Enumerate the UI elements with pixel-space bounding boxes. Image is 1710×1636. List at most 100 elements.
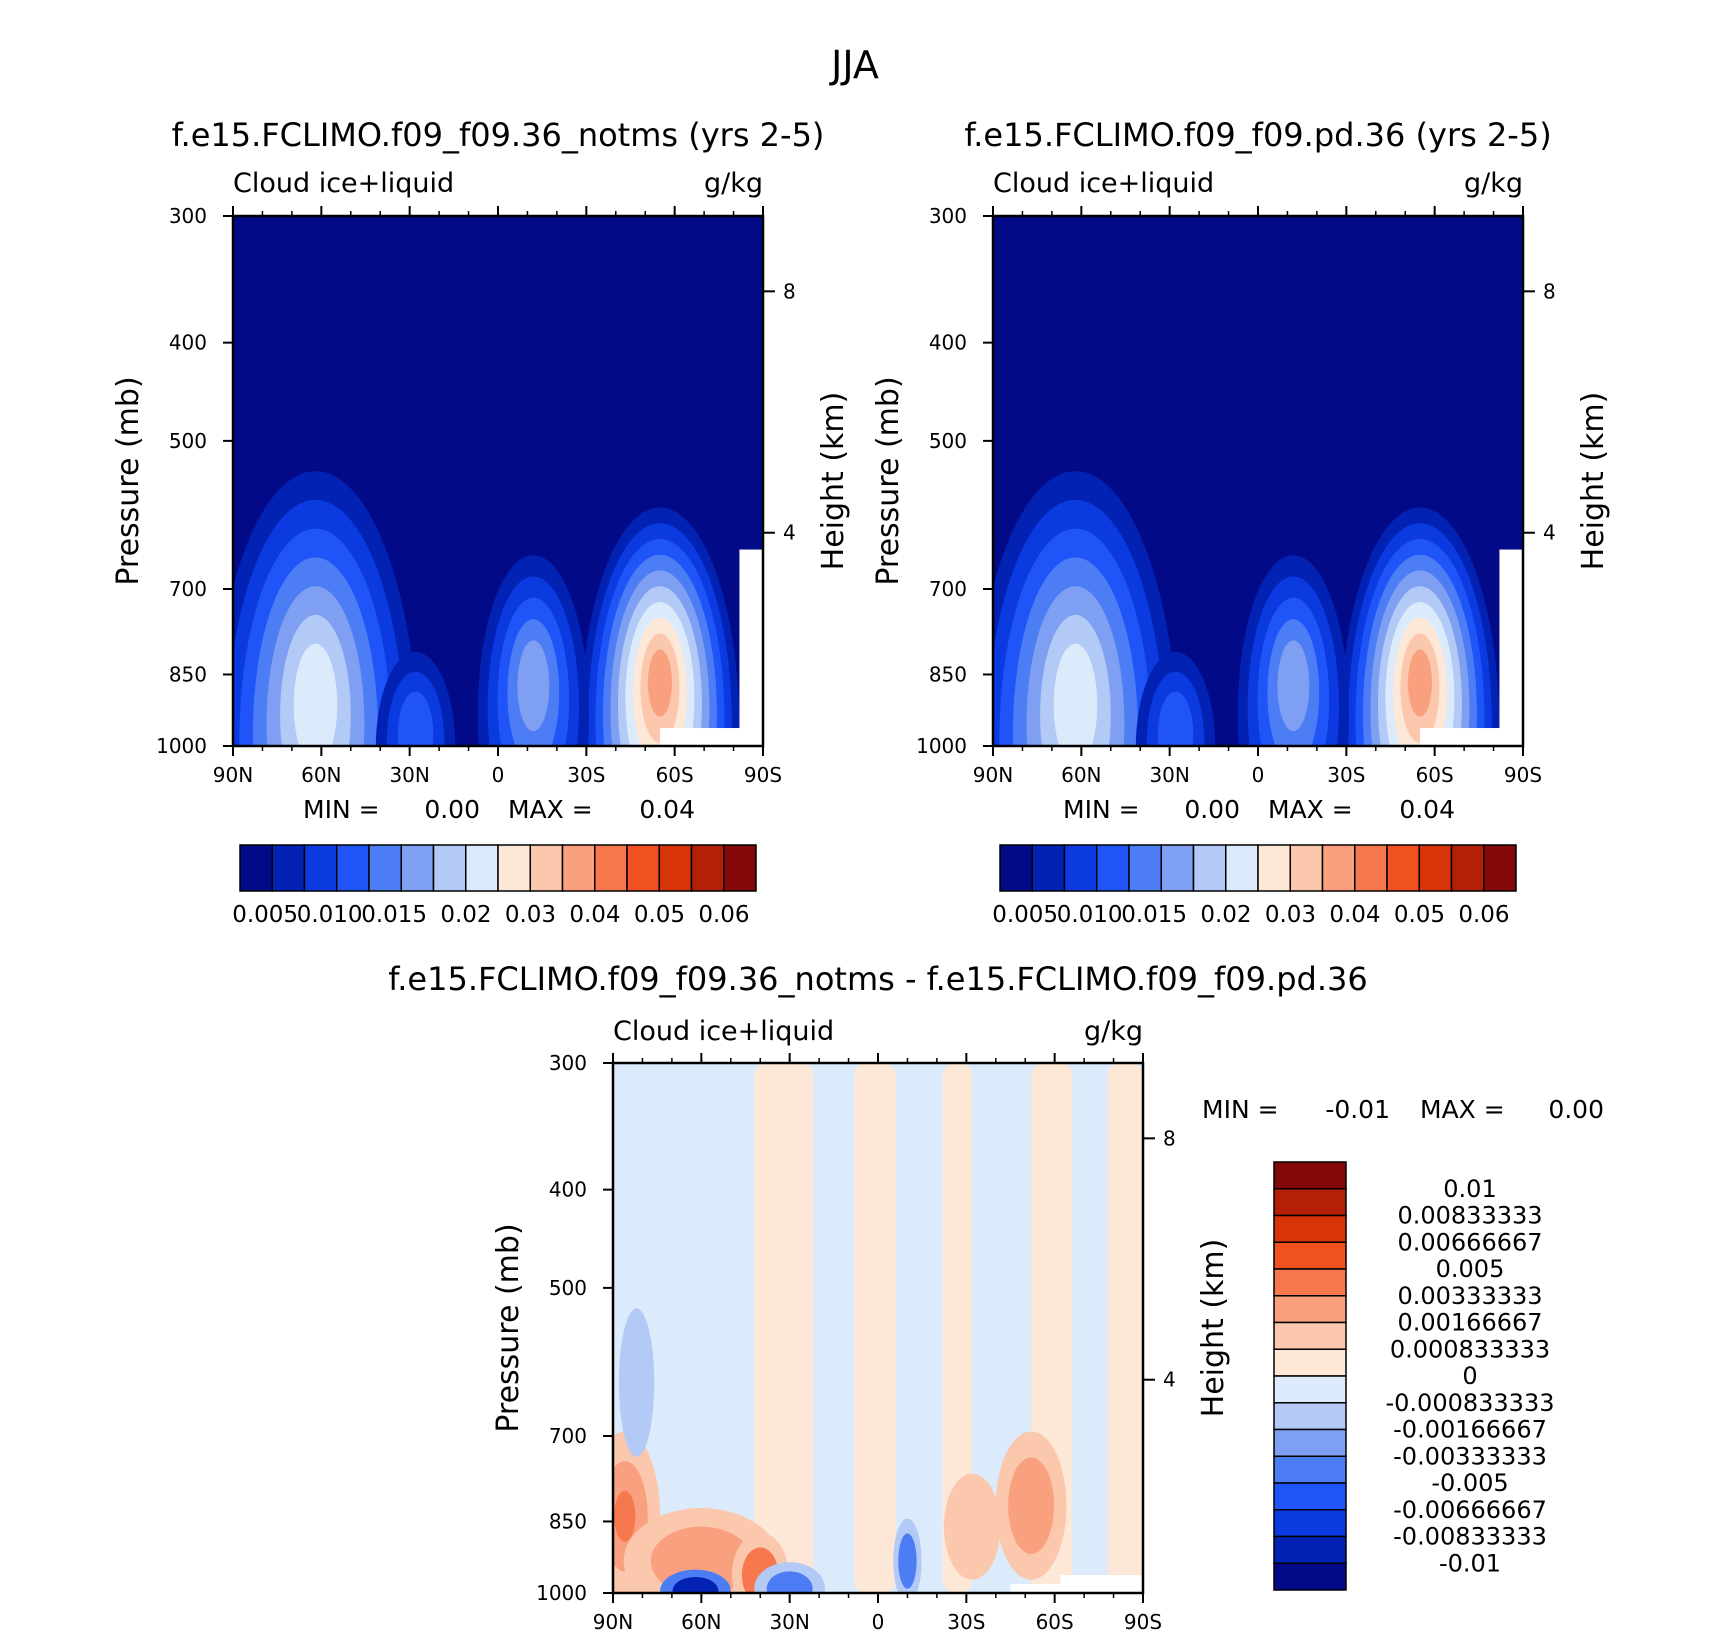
colorbar-swatch-5 [1160, 844, 1195, 892]
min-value: -0.01 [1325, 1095, 1390, 1124]
diff-spot-3-1 [1008, 1457, 1055, 1554]
x-tick-label: 60N [681, 1610, 721, 1634]
missing-region-edge [739, 549, 763, 746]
x-tick-label: 90S [744, 763, 782, 787]
colorbar-swatch-2 [1063, 844, 1098, 892]
y-tick-label: 700 [549, 1424, 587, 1448]
colorbar-label: 0.00666667 [1397, 1228, 1542, 1256]
missing-region [1419, 728, 1523, 746]
y2-tick-label: 4 [783, 521, 796, 545]
colorbar-swatch-11 [594, 844, 628, 892]
colorbar-swatch-14 [1273, 1535, 1347, 1564]
colorbar-swatch-11 [1273, 1455, 1347, 1484]
colorbar-swatch-3 [1096, 844, 1130, 892]
panel-p2: f.e15.FCLIMO.f09_f09.pd.36 (yrs 2-5) Clou… [871, 116, 1611, 928]
x-tick-label: 90N [593, 1610, 633, 1634]
y-tick-label: 300 [549, 1051, 587, 1075]
field-layer [993, 216, 1523, 746]
y2-tick-label: 8 [1163, 1126, 1176, 1150]
missing-region-edge [1499, 549, 1523, 746]
x-tick-label: 30S [947, 1610, 985, 1634]
colorbar-swatch-9 [1289, 844, 1324, 892]
colorbar-label: -0.01 [1439, 1549, 1501, 1577]
x-tick-label: 90S [1124, 1610, 1162, 1634]
figure-title: JJA [829, 43, 879, 87]
colorbar-swatch-10 [1321, 844, 1356, 892]
colorbar-swatch-2 [303, 844, 338, 892]
y-tick-label: 500 [549, 1276, 587, 1300]
x-tick-label: 30N [1149, 763, 1189, 787]
colorbar-label: 0.04 [569, 902, 620, 928]
y-tick-label: 400 [169, 331, 207, 355]
x-tick-label: 60S [656, 763, 694, 787]
field-layer [613, 1063, 1143, 1593]
y-tick-label: 1000 [536, 1581, 587, 1605]
colorbar-label: 0.04 [1329, 902, 1380, 928]
colorbar-swatch-6 [432, 844, 467, 892]
y2-tick-label: 4 [1543, 521, 1556, 545]
y-tick-label: 700 [169, 577, 207, 601]
colorbar-label: 0.06 [698, 902, 749, 928]
colorbar-label: 0.02 [1200, 902, 1251, 928]
x-tick-label: 60S [1036, 1610, 1074, 1634]
contour-3-3 [1157, 691, 1194, 746]
colorbar-swatch-6 [1273, 1321, 1347, 1350]
y2-axis-label: Height (km) [1196, 1239, 1231, 1418]
x-tick-label: 60S [1416, 763, 1454, 787]
colorbar-label: -0.005 [1431, 1469, 1508, 1497]
x-tick-label: 30N [769, 1610, 809, 1634]
y-tick-label: 300 [929, 204, 967, 228]
colorbar-swatch-15 [723, 844, 757, 892]
diff-spot-6-1 [898, 1533, 917, 1589]
colorbar-swatch-6 [1192, 844, 1227, 892]
missing-region [659, 728, 763, 746]
max-value: 0.00 [1548, 1095, 1604, 1124]
x-tick-label: 60N [1061, 763, 1101, 787]
colorbar-label: 0.02 [440, 902, 491, 928]
y-tick-label: 300 [169, 204, 207, 228]
colorbar-label: 0.06 [1458, 902, 1509, 928]
contour-0-7 [1053, 643, 1098, 746]
colorbar-swatch-1 [1273, 1188, 1347, 1217]
units-label: g/kg [1084, 1016, 1143, 1047]
colorbar-swatch-15 [1483, 844, 1517, 892]
contour-0-7 [293, 643, 338, 746]
colorbar-swatch-13 [1418, 844, 1453, 892]
colorbar-label: 0.010 [297, 902, 363, 928]
colorbar-swatch-13 [658, 844, 693, 892]
colorbar-swatch-5 [1273, 1295, 1347, 1324]
colorbar-label: -0.00333333 [1393, 1442, 1547, 1470]
colorbar-label: 0.00333333 [1397, 1282, 1542, 1310]
contour-2-5 [517, 640, 550, 732]
y2-axis-label: Height (km) [816, 392, 851, 571]
panel-p1: f.e15.FCLIMO.f09_f09.36_notms (yrs 2-5) C… [111, 116, 851, 928]
y-tick-label: 400 [929, 331, 967, 355]
y-axis-label: Pressure (mb) [111, 376, 146, 585]
y-tick-label: 700 [929, 577, 967, 601]
x-tick-label: 90S [1504, 763, 1542, 787]
x-tick-label: 0 [872, 1610, 885, 1634]
diff-spot-0-2 [614, 1490, 636, 1542]
colorbar-label: 0.015 [1121, 902, 1187, 928]
colorbar-label: 0.03 [505, 902, 556, 928]
contour-1-10 [1407, 649, 1432, 717]
colorbar-label: 0.010 [1057, 902, 1123, 928]
colorbar-swatch-13 [1273, 1509, 1347, 1538]
contour-1-10 [647, 649, 672, 717]
contour-3-3 [397, 691, 434, 746]
colorbar-swatch-5 [400, 844, 435, 892]
y-axis-label: Pressure (mb) [871, 376, 906, 585]
diff-band-4 [1107, 1063, 1143, 1593]
colorbar-swatch-12 [626, 844, 660, 892]
colorbar-swatch-4 [1128, 844, 1162, 892]
colorbar-swatch-8 [497, 844, 531, 892]
colorbar-label: 0 [1462, 1362, 1477, 1390]
panel-title: f.e15.FCLIMO.f09_f09.36_notms - f.e15.FC… [388, 960, 1367, 998]
diff-band-0 [754, 1063, 814, 1593]
colorbar-label: 0.00166667 [1397, 1309, 1542, 1337]
min-label: MIN = [1063, 795, 1140, 824]
colorbar-swatch-7 [1273, 1348, 1347, 1377]
colorbar-swatch-10 [561, 844, 596, 892]
diff-band-2 [942, 1063, 973, 1593]
